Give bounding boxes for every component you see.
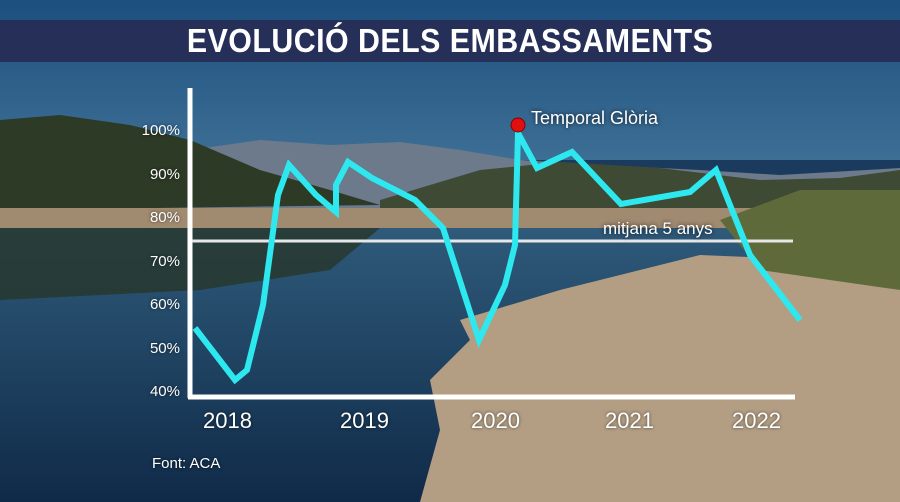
y-tick-80: 80% [149,209,180,226]
x-tick-2021: 2021 [605,408,654,433]
y-tick-50: 50% [149,340,180,357]
y-tick-90: 90% [149,166,180,183]
y-tick-60: 60% [149,296,180,313]
y-tick-70: 70% [149,253,180,270]
title-band: EVOLUCIÓ DELS EMBASSAMENTS [0,20,900,62]
x-tick-2019: 2019 [340,408,389,433]
y-tick-100: 100% [141,122,180,139]
event-marker-dot [510,117,526,133]
source-credit: Font: ACA [152,455,221,472]
chart-title: EVOLUCIÓ DELS EMBASSAMENTS [186,22,714,59]
x-tick-2018: 2018 [203,408,252,433]
event-annotation-label: Temporal Glòria [531,108,659,128]
y-tick-40: 40% [149,383,180,400]
average-line-label: mitjana 5 anys [603,219,713,238]
x-tick-2020: 2020 [471,408,520,433]
reservoir-level-line [192,121,803,385]
x-tick-2022: 2022 [732,408,781,433]
